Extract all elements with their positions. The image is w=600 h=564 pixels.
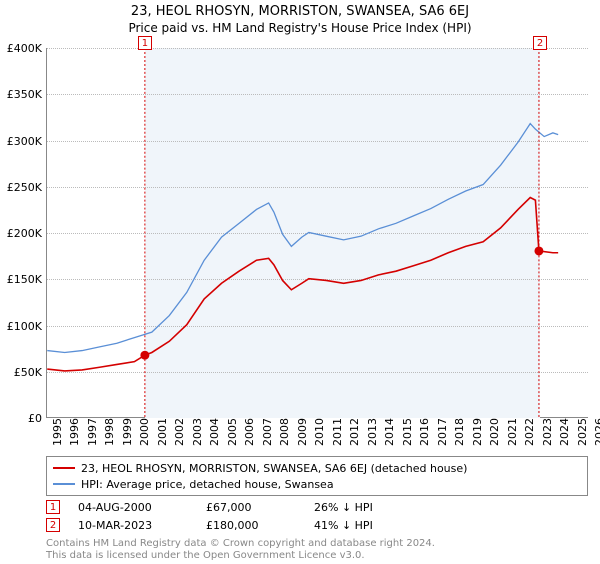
x-tick-label: 1995 [51,418,64,446]
event-marker-dot [141,351,149,359]
chart-container: 23, HEOL RHOSYN, MORRISTON, SWANSEA, SA6… [0,4,600,564]
legend: 23, HEOL RHOSYN, MORRISTON, SWANSEA, SA6… [46,456,588,496]
chart-subtitle: Price paid vs. HM Land Registry's House … [0,21,600,35]
events-table: 1 04-AUG-2000 £67,000 26% ↓ HPI 2 10-MAR-2023… [46,498,588,534]
x-tick-label: 2009 [296,418,309,446]
x-tick-label: 2022 [523,418,536,446]
event-badge-icon: 2 [46,518,60,532]
x-tick-label: 2006 [243,418,256,446]
x-tick-label: 2026 [593,418,600,446]
event-badge: 2 [533,36,547,50]
legend-row: 23, HEOL RHOSYN, MORRISTON, SWANSEA, SA6… [53,460,581,476]
chart-plot-area: 1995199619971998199920002001200220032004… [46,48,588,418]
x-tick-label: 2011 [331,418,344,446]
legend-swatch-price [53,467,75,469]
legend-swatch-hpi [53,483,75,485]
x-tick-label: 2016 [418,418,431,446]
event-row: 1 04-AUG-2000 £67,000 26% ↓ HPI [46,498,588,516]
x-tick-label: 1996 [68,418,81,446]
event-date: 04-AUG-2000 [78,501,188,514]
x-tick-label: 2020 [488,418,501,446]
legend-label-price: 23, HEOL RHOSYN, MORRISTON, SWANSEA, SA6… [81,462,467,475]
x-tick-label: 2008 [278,418,291,446]
series-line-price [47,197,558,370]
y-tick-label: £250K [0,181,42,194]
x-tick-label: 2013 [366,418,379,446]
x-tick-label: 2012 [348,418,361,446]
chart-title: 23, HEOL RHOSYN, MORRISTON, SWANSEA, SA6… [0,4,600,19]
x-tick-label: 2015 [401,418,414,446]
x-tick-label: 2002 [173,418,186,446]
x-tick-label: 2021 [506,418,519,446]
event-price: £67,000 [206,501,296,514]
x-tick-label: 2007 [261,418,274,446]
x-tick-label: 2025 [576,418,589,446]
event-date: 10-MAR-2023 [78,519,188,532]
y-tick-label: £400K [0,42,42,55]
y-tick-label: £300K [0,135,42,148]
x-tick-label: 2018 [453,418,466,446]
event-badge: 1 [138,36,152,50]
x-tick-label: 2010 [313,418,326,446]
y-tick-label: £50K [0,366,42,379]
y-tick-label: £200K [0,227,42,240]
series-line-hpi [47,124,558,353]
x-tick-label: 2005 [226,418,239,446]
event-delta: 41% ↓ HPI [314,519,373,532]
x-tick-label: 2014 [383,418,396,446]
chart-lines-svg [47,48,588,417]
x-tick-label: 2001 [156,418,169,446]
x-tick-label: 2019 [471,418,484,446]
legend-row: HPI: Average price, detached house, Swan… [53,476,581,492]
x-tick-label: 1999 [121,418,134,446]
x-tick-label: 2024 [558,418,571,446]
event-row: 2 10-MAR-2023 £180,000 41% ↓ HPI [46,516,588,534]
legend-label-hpi: HPI: Average price, detached house, Swan… [81,478,334,491]
x-tick-label: 2017 [436,418,449,446]
x-tick-label: 2004 [208,418,221,446]
x-tick-label: 2000 [138,418,151,446]
footer-line2: This data is licensed under the Open Gov… [46,550,365,561]
y-tick-label: £0 [0,412,42,425]
event-badge-icon: 1 [46,500,60,514]
y-tick-label: £150K [0,273,42,286]
event-delta: 26% ↓ HPI [314,501,373,514]
footer-attribution: Contains HM Land Registry data © Crown c… [46,538,435,562]
event-price: £180,000 [206,519,296,532]
event-marker-dot [535,247,543,255]
x-tick-label: 2003 [191,418,204,446]
x-tick-label: 1998 [103,418,116,446]
footer-line1: Contains HM Land Registry data © Crown c… [46,538,435,549]
x-tick-label: 1997 [86,418,99,446]
y-tick-label: £100K [0,320,42,333]
x-tick-label: 2023 [541,418,554,446]
y-tick-label: £350K [0,88,42,101]
